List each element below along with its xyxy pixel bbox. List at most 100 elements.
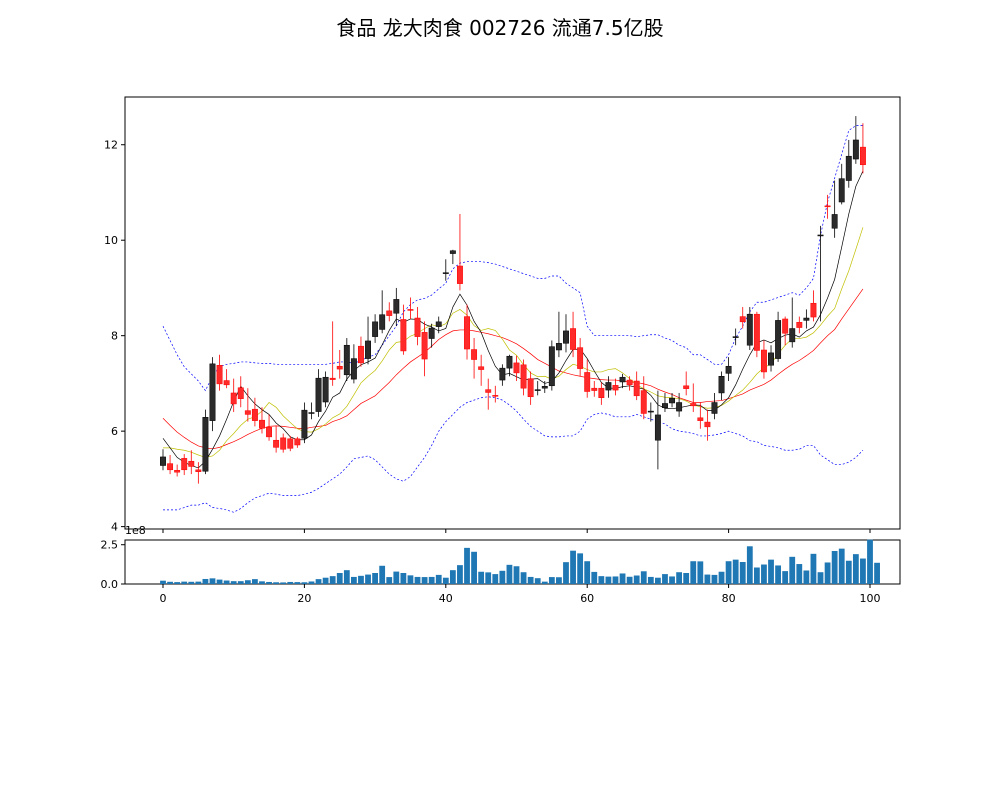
candle-body: [633, 380, 640, 397]
candle: [400, 304, 407, 355]
candle-body: [548, 346, 555, 387]
volume-bar: [556, 577, 562, 584]
candle: [789, 297, 796, 348]
candle-body: [732, 336, 739, 338]
volume-scale-offset-label: 1e8: [125, 524, 146, 537]
candle-body: [464, 316, 470, 350]
volume-bar: [244, 580, 251, 584]
ma5-line: [162, 170, 864, 469]
volume-bar: [860, 558, 866, 584]
candle-body: [223, 380, 230, 386]
candle-body: [393, 299, 400, 314]
volume-bar: [252, 579, 258, 584]
candle: [619, 373, 626, 389]
candle: [591, 381, 598, 397]
candle: [626, 376, 633, 391]
candle: [761, 340, 767, 379]
volume-bar: [365, 574, 371, 584]
candle: [598, 382, 605, 405]
candle: [492, 385, 499, 403]
candle: [711, 392, 718, 420]
volume-bar: [845, 560, 852, 584]
candle-body: [202, 417, 209, 472]
candle: [640, 376, 647, 420]
candle: [584, 359, 591, 398]
volume-bar: [400, 573, 407, 584]
candle: [669, 392, 675, 408]
candle-body: [541, 386, 548, 389]
candle-body: [831, 214, 838, 229]
volume-bar: [647, 576, 654, 584]
volume-bar: [817, 572, 824, 584]
candle-body: [761, 349, 767, 373]
candle-body: [216, 365, 223, 385]
volume-bar: [393, 571, 400, 584]
candle: [662, 392, 668, 413]
candle-body: [400, 319, 407, 352]
candle: [845, 139, 852, 188]
candle: [676, 392, 683, 417]
candle-body: [251, 408, 258, 421]
volume-bar: [428, 576, 435, 584]
candle: [230, 378, 237, 413]
candle-body: [237, 387, 244, 399]
candle-body: [563, 330, 569, 344]
candle-body: [845, 155, 852, 181]
candle-body: [513, 362, 520, 374]
volume-bar: [831, 551, 838, 584]
candle: [577, 338, 584, 377]
candle-body: [343, 344, 350, 376]
candle-body: [859, 146, 866, 166]
volume-bar: [563, 562, 569, 584]
candle: [365, 316, 371, 365]
candle: [704, 409, 711, 441]
volume-bar: [287, 581, 294, 584]
candle-body: [435, 321, 442, 327]
candle: [223, 369, 230, 389]
volume-bar: [534, 578, 541, 584]
candle: [612, 378, 619, 396]
candle-body: [683, 385, 690, 389]
volume-bar: [761, 564, 767, 584]
candle-body: [739, 316, 746, 323]
volume-bar: [527, 576, 534, 584]
candle-body: [803, 317, 810, 321]
volume-bar: [662, 574, 668, 584]
volume-bar: [449, 570, 456, 584]
candle-body: [555, 343, 562, 351]
candle-body: [365, 340, 371, 359]
candle-body: [527, 378, 534, 398]
candle: [485, 378, 492, 410]
candle-body: [591, 387, 598, 391]
candle-body: [711, 402, 718, 414]
candle: [838, 163, 845, 205]
candle-body: [789, 328, 796, 343]
candle: [563, 314, 569, 353]
candle-body: [598, 387, 605, 398]
candle: [499, 364, 506, 386]
candle-body: [817, 234, 824, 237]
candle: [322, 371, 329, 408]
candle-body: [669, 397, 675, 404]
price-series: [160, 116, 866, 513]
candle-body: [350, 358, 357, 380]
volume-x-tick-label: 20: [297, 592, 311, 605]
candle: [421, 321, 428, 377]
volume-bar: [174, 582, 181, 584]
volume-x-tick-label: 0: [160, 592, 167, 605]
candle-body: [449, 250, 456, 254]
candle: [725, 357, 732, 382]
candle-body: [676, 402, 683, 412]
candle-body: [379, 314, 386, 330]
volume-bar: [690, 561, 697, 584]
volume-bar: [683, 573, 690, 584]
candle: [654, 390, 661, 470]
candle-body: [577, 347, 584, 369]
candle-body: [746, 313, 753, 346]
volume-bar: [704, 574, 711, 584]
candle-body: [244, 410, 251, 415]
candle: [697, 402, 704, 429]
volume-bar: [209, 578, 216, 584]
candle: [852, 116, 859, 164]
